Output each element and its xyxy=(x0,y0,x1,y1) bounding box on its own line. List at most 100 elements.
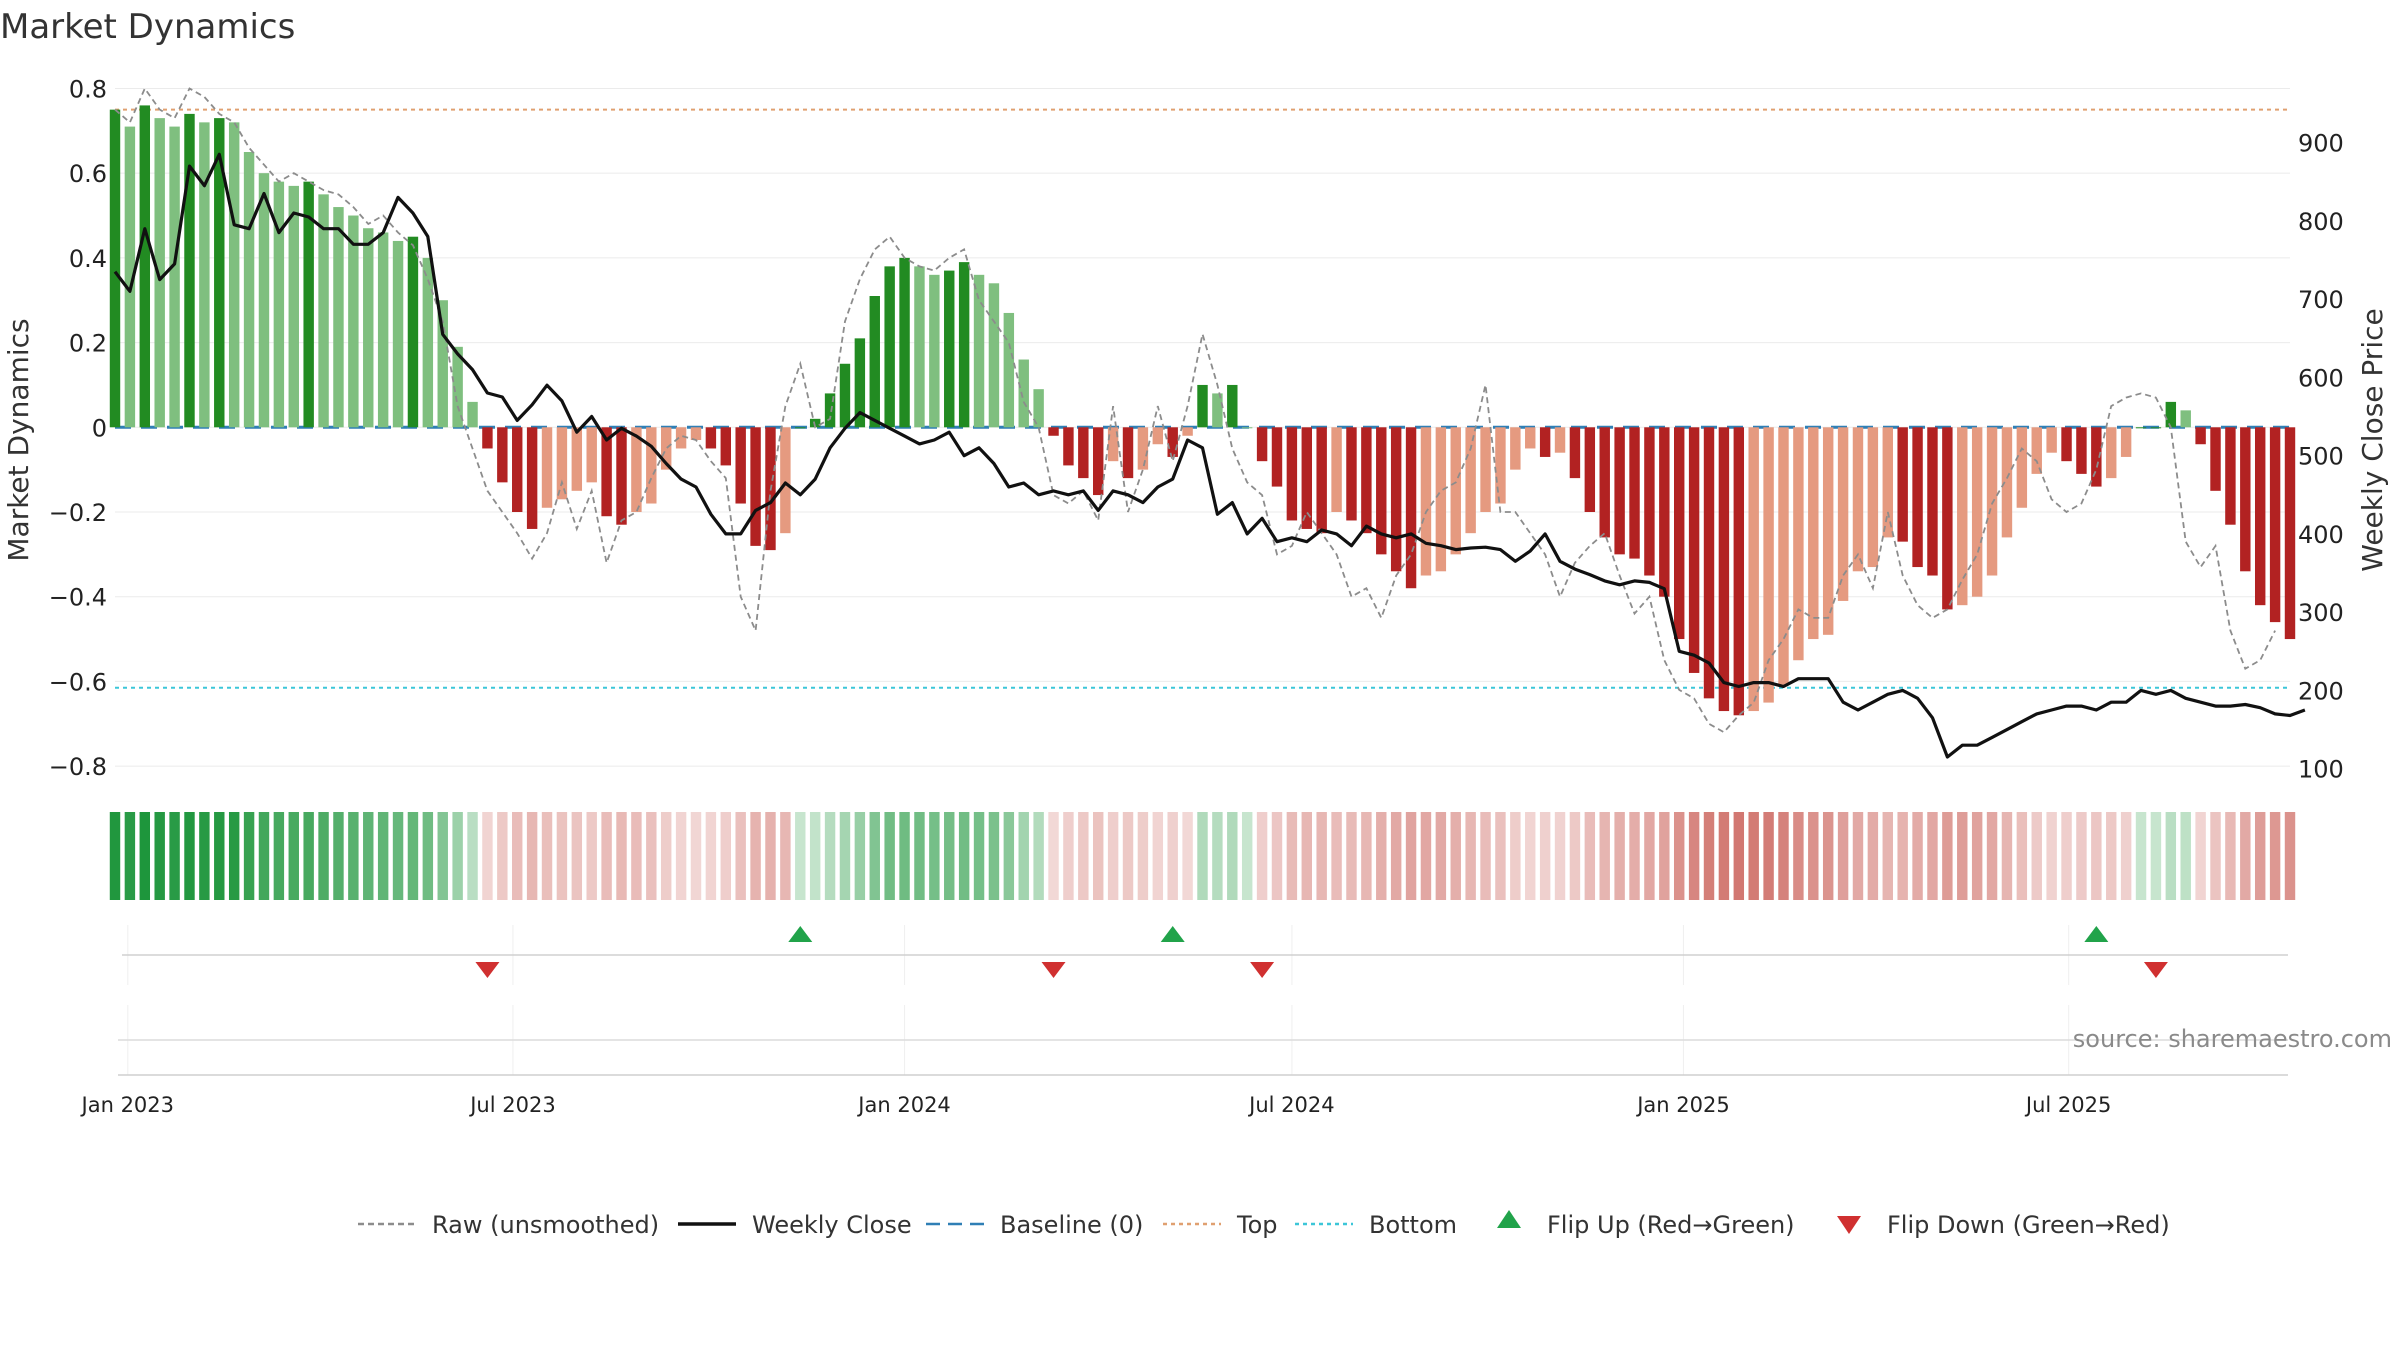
regime-cell xyxy=(1182,812,1193,900)
dynamics-bar xyxy=(124,126,136,428)
regime-cell xyxy=(1942,812,1953,900)
dynamics-bar xyxy=(2061,427,2072,462)
dynamics-bar xyxy=(377,232,389,428)
dynamics-bar xyxy=(556,427,568,500)
x-tick-label: Jul 2024 xyxy=(1247,1093,1334,1117)
regime-cell xyxy=(1256,812,1268,900)
regime-cell xyxy=(1882,812,1893,900)
regime-cell xyxy=(869,812,880,900)
dynamics-bar xyxy=(1063,427,1074,466)
regime-cell xyxy=(273,812,285,900)
dynamics-bar xyxy=(303,181,314,428)
legend-label: Baseline (0) xyxy=(1000,1211,1143,1239)
dynamics-bar xyxy=(1033,389,1044,428)
dynamics-bar xyxy=(750,427,761,546)
legend-label: Flip Up (Red→Green) xyxy=(1547,1211,1795,1239)
dynamics-bar xyxy=(571,427,583,491)
dynamics-bar xyxy=(1718,427,1730,712)
regime-cell xyxy=(482,812,493,900)
dynamics-bar xyxy=(2150,427,2162,429)
dynamics-bar xyxy=(228,122,240,428)
legend-entry: Flip Up (Red→Green) xyxy=(1497,1210,1795,1239)
dynamics-bar xyxy=(1525,427,1536,449)
legend-swatch xyxy=(1837,1216,1861,1234)
regime-cell xyxy=(1688,812,1700,900)
y-right-tick-label: 900 xyxy=(2298,130,2344,158)
legend-entry: Top xyxy=(1163,1211,1278,1239)
dynamics-bar xyxy=(1167,427,1178,457)
regime-cell xyxy=(2269,812,2281,900)
x-tick-label: Jul 2023 xyxy=(468,1093,555,1117)
regime-cell xyxy=(884,812,895,900)
dynamics-bar xyxy=(646,427,657,504)
regime-cell xyxy=(958,812,970,900)
flip-up-marker xyxy=(2084,926,2109,942)
regime-cell xyxy=(690,812,702,900)
dynamics-bar xyxy=(1465,427,1476,534)
regime-cell xyxy=(348,812,359,900)
regime-cell xyxy=(1167,812,1178,900)
regime-cell xyxy=(839,812,851,900)
dynamics-bar xyxy=(973,274,985,428)
regime-cell xyxy=(988,812,1000,900)
y-left-tick-label: −0.6 xyxy=(49,668,107,696)
regime-cell xyxy=(318,812,329,900)
dynamics-bar xyxy=(1331,427,1342,512)
dynamics-bar xyxy=(1599,427,1610,538)
dynamics-bar xyxy=(526,427,538,529)
dynamics-bars xyxy=(109,105,2296,716)
dynamics-bar xyxy=(780,427,791,534)
regime-cell xyxy=(1271,812,1283,900)
raw-series-line xyxy=(114,86,2276,734)
dynamics-bar xyxy=(1942,427,1953,610)
dynamics-bar xyxy=(1078,427,1089,479)
dynamics-bar xyxy=(1897,427,1908,542)
regime-cell xyxy=(1703,812,1715,900)
regime-strip xyxy=(109,812,2296,900)
regime-cell xyxy=(407,812,419,900)
regime-cell xyxy=(1957,812,1968,900)
dynamics-bar xyxy=(2284,427,2296,640)
regime-cell xyxy=(2120,812,2132,900)
dynamics-bar xyxy=(288,185,299,428)
dynamics-bar xyxy=(1584,427,1596,512)
regime-cell xyxy=(899,812,910,900)
y-right-tick-label: 100 xyxy=(2298,756,2344,784)
dynamics-bar xyxy=(452,346,463,428)
regime-cell xyxy=(1063,812,1074,900)
dynamics-bar xyxy=(705,427,717,449)
dynamics-bar xyxy=(199,122,210,428)
dynamics-bar xyxy=(1763,427,1774,703)
regime-cell xyxy=(1897,812,1908,900)
dynamics-bar xyxy=(1673,427,1685,640)
dynamics-bar xyxy=(482,427,493,449)
flip-down-marker xyxy=(475,962,500,978)
dynamics-bar xyxy=(1018,359,1029,428)
regime-cell xyxy=(1644,812,1655,900)
dynamics-bar xyxy=(2120,427,2132,457)
dynamics-bar xyxy=(675,427,687,449)
dynamics-bar xyxy=(2180,410,2191,428)
regime-cell xyxy=(1048,812,1059,900)
dynamics-bar xyxy=(1882,427,1893,538)
regime-cell xyxy=(363,812,374,900)
dynamics-bar xyxy=(1748,427,1759,712)
regime-cell xyxy=(1837,812,1849,900)
weekly-close-line xyxy=(113,152,2306,759)
dynamics-bar xyxy=(1152,427,1164,445)
dynamics-bar xyxy=(407,236,419,428)
regime-cell xyxy=(1420,812,1432,900)
regime-cell xyxy=(765,812,776,900)
dynamics-bar xyxy=(1822,427,1834,635)
regime-cell xyxy=(1316,812,1327,900)
dynamics-bar xyxy=(929,274,940,428)
dynamics-bar xyxy=(1003,312,1015,428)
dynamics-bar xyxy=(467,401,478,428)
legend-label: Flip Down (Green→Red) xyxy=(1887,1211,2170,1239)
regime-cell xyxy=(1986,812,1998,900)
flip-up-marker xyxy=(1160,926,1185,942)
regime-cell xyxy=(824,812,836,900)
dynamics-bar xyxy=(1212,393,1223,428)
regime-cell xyxy=(1584,812,1596,900)
y-right-tick-label: 700 xyxy=(2298,286,2344,314)
